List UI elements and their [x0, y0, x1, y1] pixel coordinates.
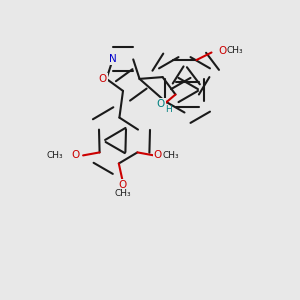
Text: O: O	[118, 180, 127, 190]
Text: O: O	[71, 150, 79, 161]
Text: O: O	[99, 74, 107, 84]
Text: CH₃: CH₃	[114, 189, 131, 198]
Text: CH₃: CH₃	[226, 46, 243, 56]
Text: O: O	[154, 150, 162, 161]
Text: CH₃: CH₃	[162, 151, 179, 160]
Text: H: H	[165, 105, 172, 114]
Text: O: O	[156, 99, 165, 109]
Text: O: O	[218, 46, 226, 56]
Text: CH₃: CH₃	[47, 151, 64, 160]
Text: N: N	[109, 54, 117, 64]
